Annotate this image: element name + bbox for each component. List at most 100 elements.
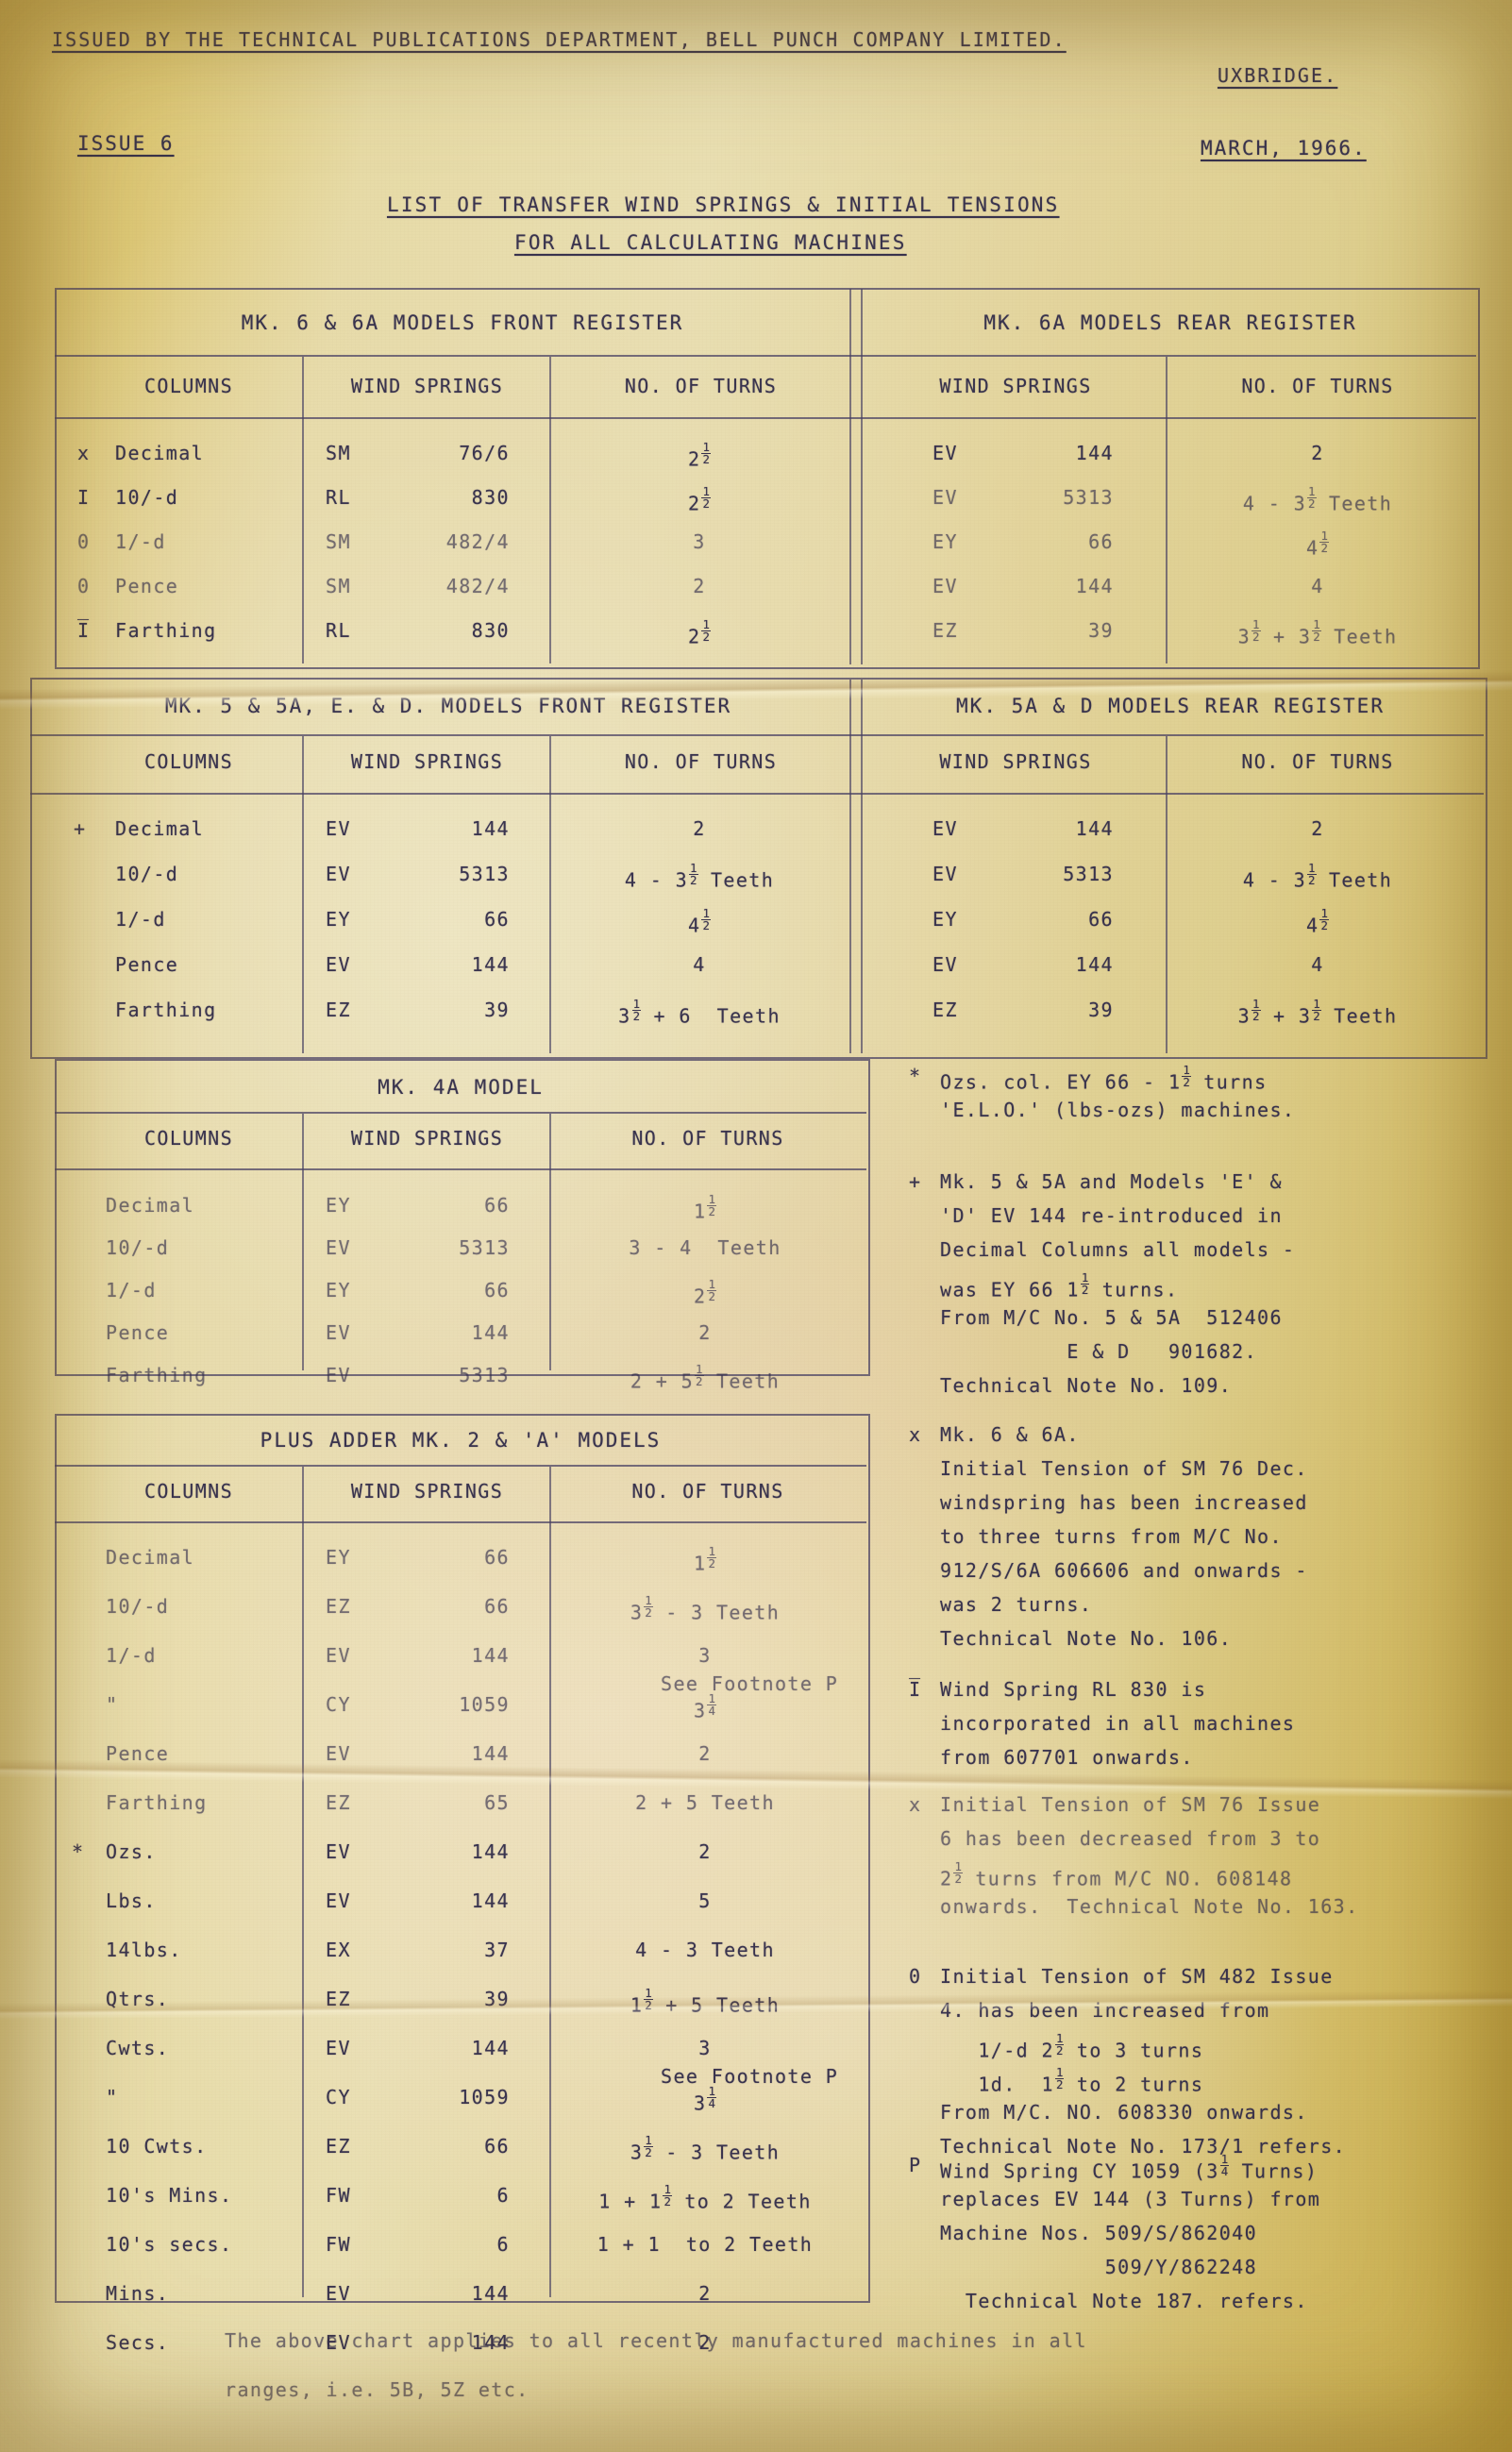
cell-spring-code: RL: [326, 619, 351, 642]
cell-column: 10/-d: [115, 486, 179, 509]
footnote-line: Mk. 5 & 5A and Models 'E' &: [940, 1170, 1283, 1193]
cell-turns: 4: [1311, 575, 1324, 597]
footnote-marker: +: [909, 1170, 922, 1193]
cell-column: ": [106, 2086, 119, 2108]
cell-spring-number: 5313: [459, 863, 510, 885]
date-label: MARCH, 1966.: [1201, 137, 1367, 160]
footnote-line: incorporated in all machines: [940, 1712, 1296, 1735]
cell-turns: 1 + 1 to 2 Teeth: [596, 2233, 814, 2256]
cell-spring-number: 5313: [459, 1236, 510, 1259]
document-title-line-2: FOR ALL CALCULATING MACHINES: [514, 231, 907, 254]
caption-mk6-front: MK. 6 & 6A MODELS FRONT REGISTER: [241, 311, 684, 334]
cell-spring-code: EV: [326, 1889, 351, 1912]
cell-turns: 2: [698, 2331, 712, 2354]
cell-spring-number: 6: [496, 2233, 510, 2256]
cell-spring-code: FW: [326, 2184, 351, 2207]
cell-spring-number: 144: [1075, 575, 1114, 597]
header-springs-mk6: WIND SPRINGS: [350, 375, 504, 397]
cell-column: Ozs.: [106, 1840, 157, 1863]
cell-spring-code: EV: [326, 863, 351, 885]
cell-spring-number: 144: [471, 1840, 510, 1863]
table-row: [0, 817, 623, 863]
cell-footnote-ref: See Footnote P: [661, 1672, 839, 1695]
cell-spring-number: 6: [496, 2184, 510, 2207]
footnote-line: 'E.L.O.' (lbs-ozs) machines.: [940, 1099, 1296, 1121]
cell-spring-number: 66: [484, 2135, 510, 2158]
footnote-line: 4. has been increased from: [940, 1999, 1270, 2022]
cell-column: Pence: [115, 953, 179, 976]
caption-mk5-front: MK. 5 & 5A, E. & D. MODELS FRONT REGISTE…: [164, 695, 732, 717]
cell-spring-code: FW: [326, 2233, 351, 2256]
cell-turns: 3: [693, 530, 706, 553]
cell-spring-code: EZ: [326, 999, 351, 1021]
cell-spring-number: 39: [484, 999, 510, 1021]
caption-mk5a-rear: MK. 5A & D MODELS REAR REGISTER: [956, 695, 1385, 717]
table-mk5-header-rule: [30, 793, 1484, 795]
cell-column: 1/-d: [106, 1644, 157, 1667]
cell-column: Decimal: [115, 817, 205, 840]
cell-spring-number: 66: [484, 1279, 510, 1302]
cell-spring-code: SM: [326, 442, 351, 464]
cell-column: 10 Cwts.: [106, 2135, 208, 2158]
table-mk6-caption-rule: [55, 355, 1476, 357]
footnote-line: Initial Tension of SM 76 Dec.: [940, 1457, 1308, 1480]
cell-turns: 2: [1311, 817, 1324, 840]
cell-spring-code: EV: [326, 1321, 351, 1344]
cell-spring-number: 144: [471, 2282, 510, 2305]
table-mk4a-outer-box: [55, 1059, 870, 1376]
cell-column: 10/-d: [115, 863, 179, 885]
cell-spring-number: 144: [471, 1742, 510, 1765]
footnote-line: From M/C No. 5 & 5A 512406: [940, 1306, 1283, 1329]
cell-spring-number: 482/4: [445, 575, 510, 597]
cell-column: Farthing: [115, 619, 217, 642]
cell-spring-code: EZ: [932, 999, 958, 1021]
footnote-line: 'D' EV 144 re-introduced in: [940, 1204, 1283, 1227]
row-mark: +: [74, 817, 87, 840]
footnote-line: 912/S/6A 606606 and onwards -: [940, 1559, 1308, 1582]
cell-spring-code: EV: [326, 953, 351, 976]
cell-spring-number: 66: [484, 908, 510, 931]
cell-spring-number: 5313: [1063, 863, 1114, 885]
cell-turns: 2: [693, 575, 706, 597]
footnote-marker: I̅: [909, 1678, 922, 1701]
cell-turns: 4: [1311, 953, 1324, 976]
table-row: [0, 575, 623, 619]
footnote-line: replaces EV 144 (3 Turns) from: [940, 2188, 1321, 2210]
footnote-line: 509/Y/862248: [940, 2256, 1258, 2278]
header-turns-mk6a: NO. OF TURNS: [1241, 375, 1394, 397]
cell-column: Decimal: [106, 1194, 195, 1217]
cell-spring-number: 66: [484, 1595, 510, 1618]
cell-spring-code: EV: [326, 1236, 351, 1259]
cell-spring-number: 144: [471, 1889, 510, 1912]
cell-column: Pence: [106, 1321, 170, 1344]
cell-spring-number: 144: [471, 817, 510, 840]
footnote-line: Initial Tension of SM 482 Issue: [940, 1965, 1334, 1988]
cell-spring-number: 144: [1075, 817, 1114, 840]
table-plus-adder-outer-box: [55, 1414, 870, 2303]
table-plus-adder-col-rule-1: [302, 1467, 304, 2297]
table-mk6-col-rule-1: [302, 357, 304, 663]
footnote-line: Mk. 6 & 6A.: [940, 1423, 1080, 1446]
footnote-line: Decimal Columns all models -: [940, 1238, 1296, 1261]
footnote-line: 6 has been decreased from 3 to: [940, 1827, 1321, 1850]
cell-spring-code: EY: [932, 908, 958, 931]
cell-spring-number: 5313: [1063, 486, 1114, 509]
cell-column: Mins.: [106, 2282, 170, 2305]
cell-column: 1/-d: [115, 908, 166, 931]
cell-spring-number: 66: [484, 1194, 510, 1217]
table-mk4a-col-rule-1: [302, 1114, 304, 1370]
cell-turns: 3: [698, 2037, 712, 2059]
table-mk5a-col-rule-1: [1166, 736, 1168, 1053]
issue-label: ISSUE 6: [77, 132, 175, 155]
table-mk5-caption-rule: [30, 734, 1484, 736]
closing-note-line-2: ranges, i.e. 5B, 5Z etc.: [225, 2378, 529, 2401]
